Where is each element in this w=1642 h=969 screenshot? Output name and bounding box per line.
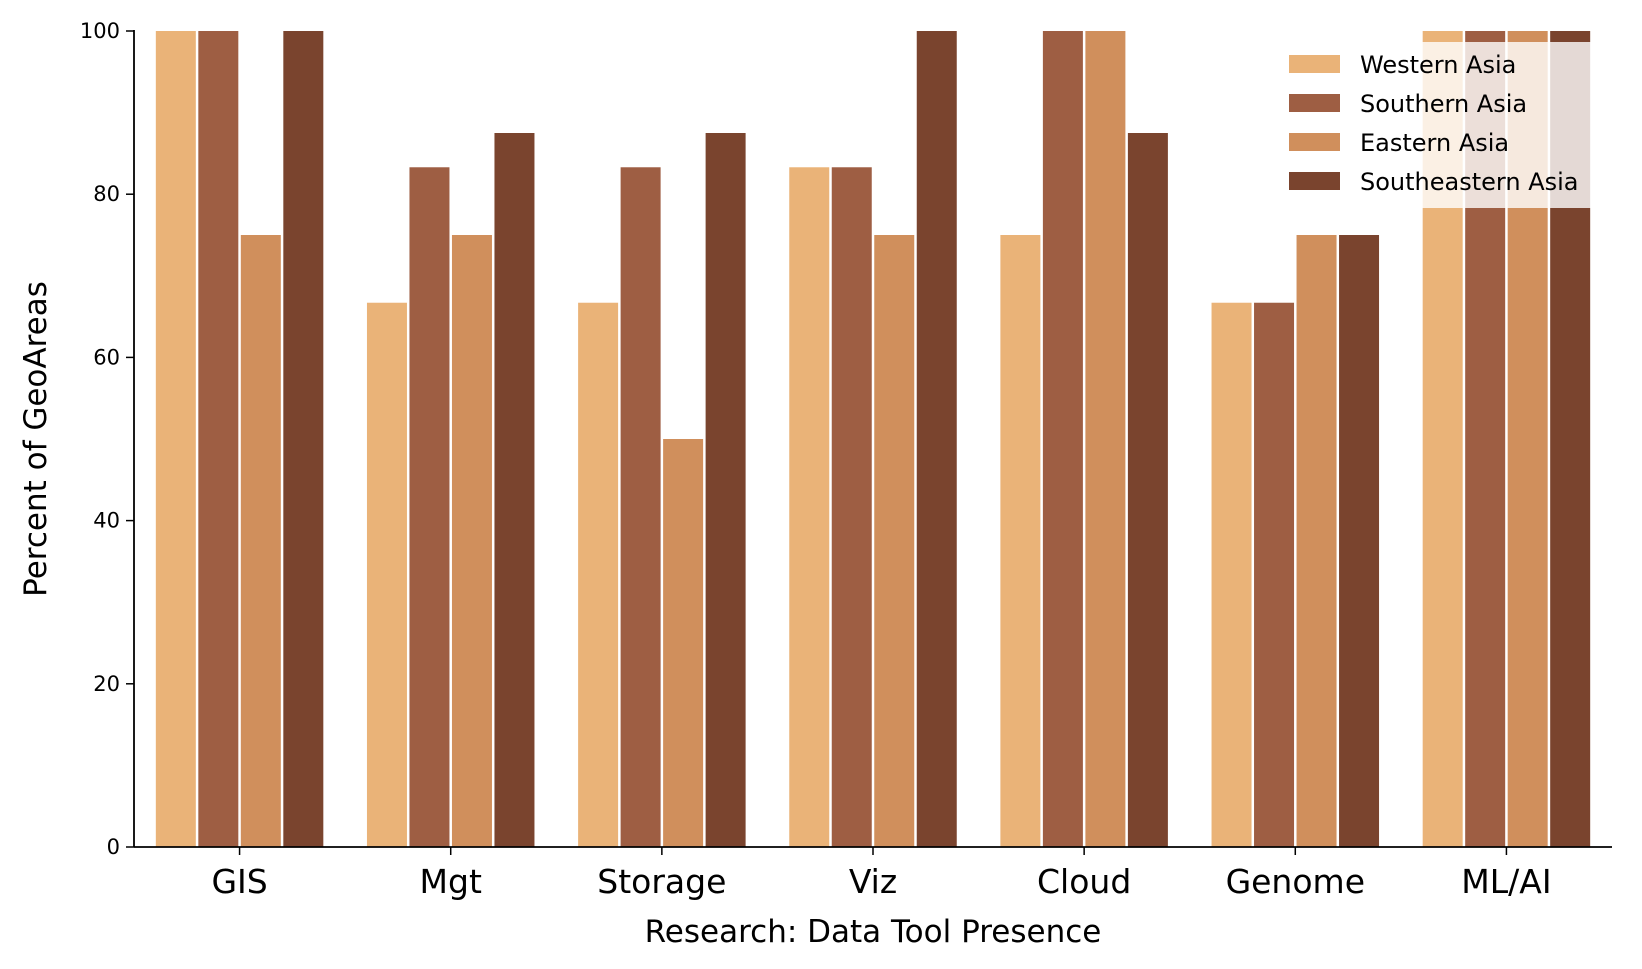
y-tick-label: 80 (93, 182, 120, 206)
bar-mgt-eastern-asia (451, 235, 492, 847)
y-tick-label: 0 (107, 835, 120, 859)
bar-genome-southeastern-asia (1339, 235, 1380, 847)
bar-storage-southern-asia (620, 167, 661, 847)
x-tick-label: ML/AI (1461, 862, 1551, 901)
legend-swatch (1289, 94, 1340, 112)
legend-label: Southeastern Asia (1360, 168, 1578, 196)
x-axis-label: Research: Data Tool Presence (645, 914, 1102, 950)
bar-cloud-southern-asia (1042, 31, 1083, 847)
bar-genome-southern-asia (1254, 302, 1295, 848)
bar-viz-southeastern-asia (916, 31, 957, 847)
bar-cloud-western-asia (1000, 235, 1041, 847)
y-tick-label: 100 (80, 19, 120, 43)
bar-cloud-southeastern-asia (1127, 133, 1168, 847)
bar-gis-western-asia (155, 31, 196, 847)
bar-mgt-western-asia (366, 302, 407, 848)
bar-mgt-southeastern-asia (494, 133, 535, 847)
legend-label: Southern Asia (1360, 90, 1527, 118)
x-tick-label: Cloud (1037, 862, 1131, 901)
bar-mgt-southern-asia (409, 167, 450, 847)
bar-storage-eastern-asia (663, 439, 704, 847)
x-tick-label: Genome (1226, 862, 1365, 901)
y-tick-label: 20 (93, 672, 120, 696)
legend-swatch (1289, 172, 1340, 190)
y-tick-label: 60 (93, 345, 120, 369)
bar-gis-eastern-asia (240, 235, 281, 847)
bar-gis-southern-asia (198, 31, 239, 847)
legend-label: Eastern Asia (1360, 129, 1509, 157)
bar-viz-southern-asia (831, 167, 872, 847)
legend: Western Asia Southern Asia Eastern Asia Sou… (1276, 42, 1612, 208)
x-tick-label: Storage (597, 862, 726, 901)
x-tick-label: Mgt (420, 862, 482, 901)
bars-layer (155, 31, 1591, 848)
x-tick-label: GIS (211, 862, 267, 901)
axes-layer: 0 20 40 60 80 100 GIS Mgt Storage Viz Cloud Genome M… (80, 19, 1612, 901)
legend-label: Western Asia (1360, 51, 1516, 79)
y-axis-label: Percent of GeoAreas (18, 281, 54, 597)
bar-storage-southeastern-asia (705, 133, 746, 847)
bar-storage-western-asia (578, 302, 619, 848)
bar-genome-eastern-asia (1296, 235, 1337, 847)
legend-swatch (1289, 55, 1340, 73)
bar-viz-western-asia (789, 167, 830, 847)
bar-cloud-eastern-asia (1085, 31, 1126, 847)
bar-genome-western-asia (1211, 302, 1252, 848)
y-tick-label: 40 (93, 509, 120, 533)
legend-swatch (1289, 133, 1340, 151)
bar-gis-southeastern-asia (283, 31, 324, 847)
x-tick-label: Viz (849, 862, 897, 901)
bar-viz-eastern-asia (874, 235, 915, 847)
